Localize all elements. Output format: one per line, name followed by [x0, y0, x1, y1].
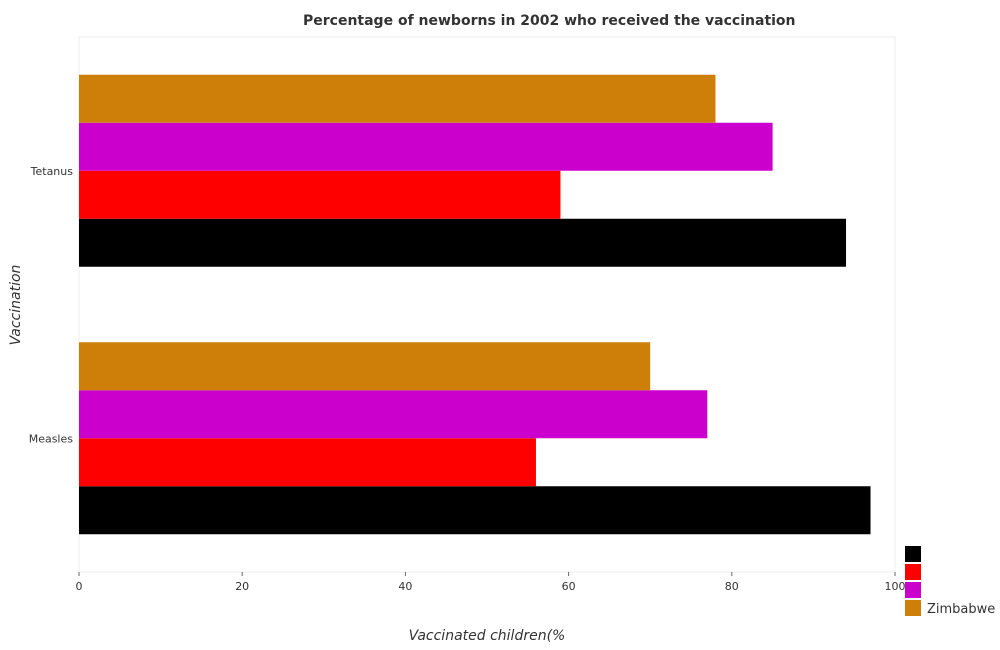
legend-swatch-2: [905, 582, 921, 598]
bar-measles-series-0: [79, 486, 871, 535]
chart-title: Percentage of newborns in 2002 who recei…: [303, 13, 796, 29]
y-tick-label-tetanus: Tetanus: [30, 165, 74, 178]
x-tick-label-60: 60: [562, 580, 576, 593]
bar-tetanus-series-0: [79, 218, 847, 267]
bar-measles-series-2: [79, 390, 708, 439]
bar-tetanus-series-1: [79, 170, 561, 219]
bar-measles-series-3: [79, 342, 651, 391]
x-tick-label-80: 80: [725, 580, 739, 593]
bar-tetanus-series-2: [79, 122, 773, 171]
bars-group: [79, 74, 871, 535]
plot-area: [78, 36, 896, 573]
legend-swatch-0: [905, 546, 921, 562]
bar-measles-series-1: [79, 438, 536, 487]
x-tick-label-100: 100: [885, 580, 906, 593]
x-tick-label-40: 40: [398, 580, 412, 593]
y-axis-title: Vaccination: [8, 265, 24, 346]
bar-tetanus-series-3: [79, 74, 716, 123]
x-axis-title: Vaccinated children(%: [409, 628, 566, 644]
x-tick-label-20: 20: [235, 580, 249, 593]
legend-swatch-1: [905, 564, 921, 580]
legend: Zimbabwe: [905, 546, 995, 617]
y-axis: Measles Tetanus: [29, 165, 74, 446]
legend-label-3: Zimbabwe: [927, 602, 995, 617]
y-tick-label-measles: Measles: [29, 432, 74, 445]
x-axis: 0 20 40 60 80 100: [76, 572, 906, 593]
x-tick-label-0: 0: [76, 580, 83, 593]
legend-swatch-3: [905, 600, 921, 616]
